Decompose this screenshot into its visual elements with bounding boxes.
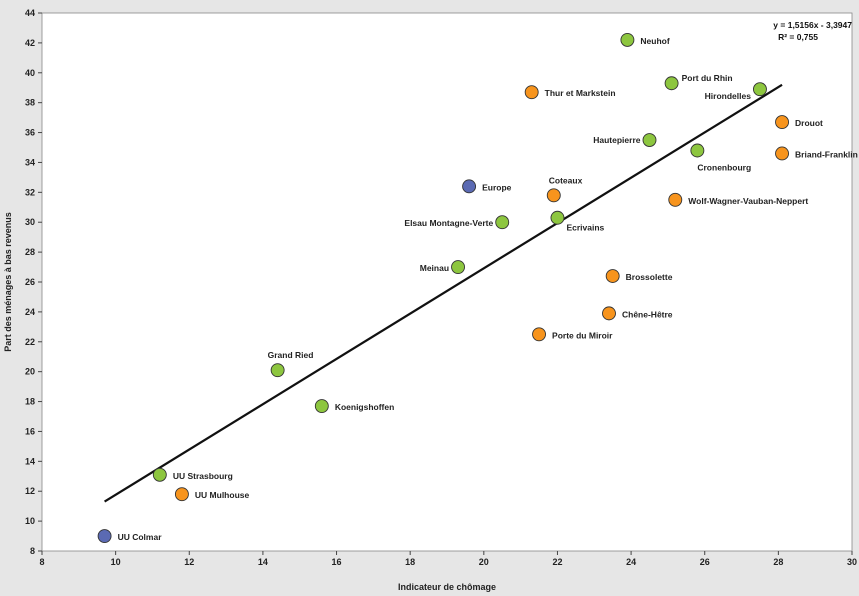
x-tick-label: 28 — [773, 557, 783, 567]
x-tick-label: 8 — [39, 557, 44, 567]
y-tick-label: 40 — [25, 68, 35, 78]
point-uu-mulhouse — [174, 487, 189, 502]
point-label-uu-colmar: UU Colmar — [118, 532, 163, 542]
x-tick-label: 18 — [405, 557, 415, 567]
y-tick-label: 8 — [30, 546, 35, 556]
point-label-brossolette: Brossolette — [626, 272, 673, 282]
point-ecrivains — [550, 210, 565, 225]
point-label-wolf-wagner-vauban-neppert: Wolf-Wagner-Vauban-Neppert — [688, 196, 808, 206]
trendline-equation: y = 1,5156x - 3,3947 — [773, 20, 852, 30]
point-chene-hetre — [602, 306, 616, 321]
x-tick-label: 16 — [332, 557, 342, 567]
y-tick-label: 28 — [25, 247, 35, 257]
y-tick-label: 22 — [25, 337, 35, 347]
point-brossolette — [605, 269, 620, 283]
point-label-briand-franklin: Briand-Franklin — [795, 149, 858, 159]
point-cronenbourg — [690, 143, 705, 158]
point-label-hirondelles: Hirondelles — [705, 91, 752, 101]
point-label-elsau-montagne-verte: Elsau Montagne-Verte — [404, 218, 493, 228]
point-label-grand-ried: Grand Ried — [268, 350, 314, 360]
y-tick-label: 14 — [25, 456, 35, 466]
y-tick-label: 38 — [25, 98, 35, 108]
point-label-port-du-rhin: Port du Rhin — [682, 73, 733, 83]
point-label-ecrivains: Ecrivains — [566, 223, 604, 233]
y-axis-title: Part des ménages à bas revenus — [3, 212, 13, 352]
trendline-r-squared: R² = 0,755 — [778, 32, 818, 42]
y-tick-label: 24 — [25, 307, 35, 317]
y-tick-label: 44 — [25, 8, 35, 18]
x-tick-label: 22 — [552, 557, 562, 567]
x-tick-label: 20 — [479, 557, 489, 567]
point-grand-ried — [270, 363, 285, 378]
x-axis-title: Indicateur de chômage — [398, 582, 496, 592]
y-tick-label: 20 — [25, 367, 35, 377]
trendline — [104, 83, 783, 503]
point-label-coteaux: Coteaux — [549, 175, 583, 185]
y-tick-label: 30 — [25, 217, 35, 227]
point-thur-et-markstein — [524, 85, 539, 100]
point-label-drouot: Drouot — [795, 118, 823, 128]
point-neuhof — [620, 32, 635, 47]
y-tick-label: 10 — [25, 516, 35, 526]
y-tick-label: 36 — [25, 128, 35, 138]
y-tick-label: 26 — [25, 277, 35, 287]
point-label-cronenbourg: Cronenbourg — [697, 162, 751, 172]
point-europe — [462, 179, 477, 194]
point-label-hautepierre: Hautepierre — [593, 135, 641, 145]
y-tick-label: 32 — [25, 187, 35, 197]
point-port-du-rhin — [664, 76, 679, 91]
y-tick-label: 12 — [25, 486, 35, 496]
point-briand-franklin — [775, 146, 789, 161]
point-label-neuhof: Neuhof — [640, 36, 669, 46]
x-tick-label: 26 — [700, 557, 710, 567]
plot-area — [41, 12, 853, 552]
point-label-meinau: Meinau — [420, 263, 449, 273]
x-tick-label: 24 — [626, 557, 636, 567]
point-hautepierre — [642, 133, 657, 147]
point-meinau — [451, 260, 465, 275]
point-label-porte-du-miroir: Porte du Miroir — [552, 330, 613, 340]
point-label-uu-strasbourg: UU Strasbourg — [173, 471, 233, 481]
point-label-uu-mulhouse: UU Mulhouse — [195, 490, 250, 500]
point-koenigshoffen — [314, 399, 329, 413]
y-tick-label: 16 — [25, 426, 35, 436]
x-tick-label: 10 — [111, 557, 121, 567]
point-wolf-wagner-vauban-neppert — [668, 192, 683, 207]
point-uu-colmar — [97, 529, 112, 544]
x-tick-label: 12 — [184, 557, 194, 567]
point-label-koenigshoffen: Koenigshoffen — [335, 402, 395, 412]
point-coteaux — [546, 188, 561, 203]
point-label-chene-hetre: Chêne-Hêtre — [622, 309, 673, 319]
y-tick-label: 42 — [25, 38, 35, 48]
point-hirondelles — [753, 82, 767, 97]
point-drouot — [775, 115, 789, 130]
point-label-europe: Europe — [482, 182, 512, 192]
y-tick-label: 34 — [25, 157, 35, 167]
point-uu-strasbourg — [152, 467, 167, 482]
point-label-thur-et-markstein: Thur et Markstein — [545, 88, 616, 98]
x-tick-label: 14 — [258, 557, 268, 567]
point-elsau-montagne-verte — [495, 215, 510, 230]
x-tick-label: 30 — [847, 557, 857, 567]
point-porte-du-miroir — [532, 327, 546, 342]
y-tick-label: 18 — [25, 397, 35, 407]
